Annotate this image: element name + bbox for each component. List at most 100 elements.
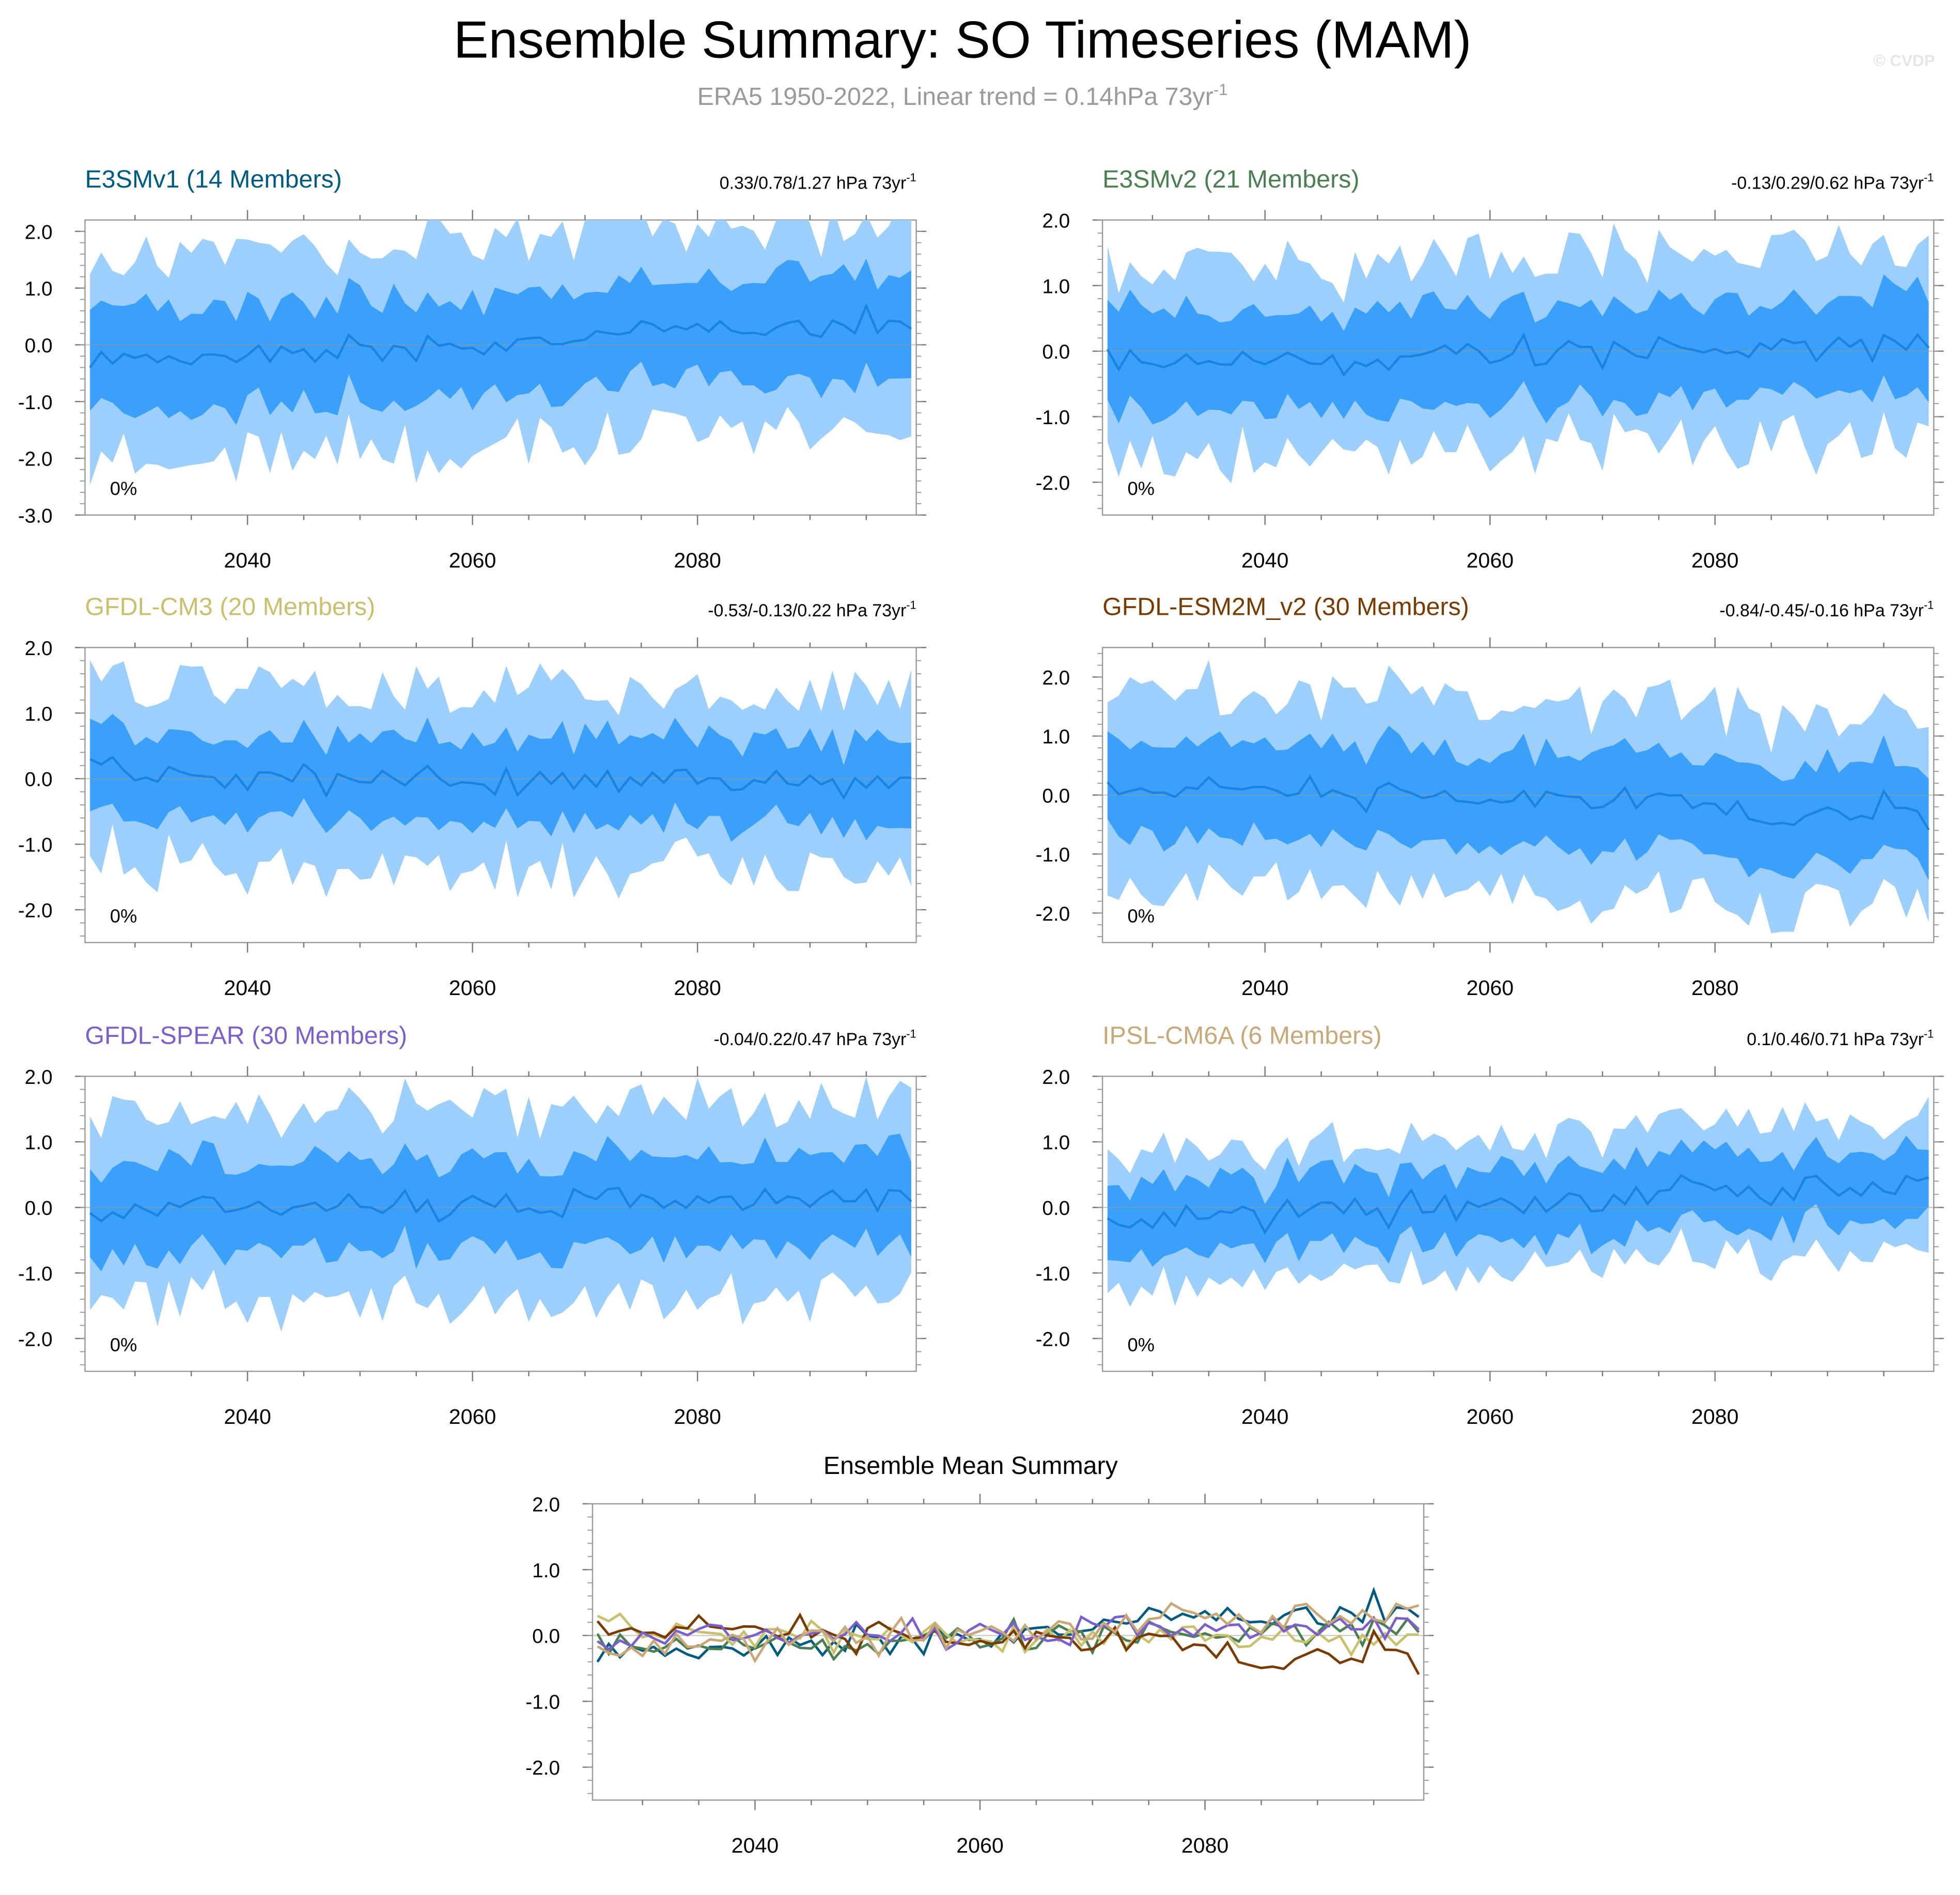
chart-panel-p2: E3SMv2 (21 Members) -0.13/0.29/0.62 hPa 7… bbox=[1036, 165, 1944, 572]
y-tick-label: -1.0 bbox=[18, 392, 53, 414]
y-tick-label: 0.0 bbox=[532, 1625, 560, 1648]
panel-trend: -0.04/0.22/0.47 hPa 73yr-1 bbox=[714, 1027, 916, 1049]
plot-area bbox=[85, 220, 916, 485]
y-tick-label: 2.0 bbox=[25, 638, 53, 660]
panel-title: GFDL-CM3 (20 Members) bbox=[85, 593, 376, 620]
x-tick-label: 2080 bbox=[674, 1405, 721, 1428]
y-tick-label: -2.0 bbox=[18, 899, 53, 922]
panel-trend-sup: -1 bbox=[906, 171, 916, 184]
y-tick-label: 0.0 bbox=[1042, 341, 1070, 363]
panel-trend: -0.84/-0.45/-0.16 hPa 73yr-1 bbox=[1720, 598, 1934, 620]
plot-area bbox=[1102, 660, 1934, 934]
panel-trend-text: 0.33/0.78/1.27 hPa 73yr bbox=[720, 173, 906, 193]
y-tick-label: -1.0 bbox=[1036, 1263, 1070, 1285]
ensemble-mean-line bbox=[89, 1187, 912, 1223]
x-tick-label: 2080 bbox=[674, 976, 721, 1000]
y-tick-label: 0.0 bbox=[25, 769, 53, 791]
panel-title: GFDL-ESM2M_v2 (30 Members) bbox=[1102, 593, 1469, 620]
x-tick-label: 2080 bbox=[1181, 1834, 1229, 1857]
y-tick-label: 0.0 bbox=[25, 1198, 53, 1220]
x-tick-label: 2060 bbox=[449, 1405, 496, 1428]
panel-percent: 0% bbox=[110, 906, 137, 927]
panel-trend-sup: -1 bbox=[1924, 1027, 1934, 1040]
x-tick-label: 2060 bbox=[449, 549, 496, 572]
page-subtitle-sup: -1 bbox=[1214, 81, 1228, 99]
chart-panel-p4: GFDL-ESM2M_v2 (30 Members) -0.84/-0.45/-0… bbox=[1036, 593, 1944, 1000]
plot-area bbox=[85, 660, 916, 899]
chart-panel-p3: GFDL-CM3 (20 Members) -0.53/-0.13/0.22 hP… bbox=[18, 593, 926, 1000]
plot-area bbox=[1102, 1096, 1934, 1307]
inner-spread-band bbox=[1107, 725, 1929, 881]
ensemble-mean-line bbox=[89, 755, 911, 800]
x-tick-label: 2060 bbox=[1466, 1405, 1514, 1428]
panel-title: E3SMv1 (14 Members) bbox=[85, 165, 342, 193]
panel-trend-sup: -1 bbox=[1924, 598, 1934, 611]
panel-trend: -0.53/-0.13/0.22 hPa 73yr-1 bbox=[708, 598, 916, 620]
panel-trend-text: 0.1/0.46/0.71 hPa 73yr bbox=[1747, 1030, 1924, 1049]
panel-title: IPSL-CM6A (6 Members) bbox=[1102, 1021, 1381, 1049]
y-tick-label: 1.0 bbox=[25, 1132, 53, 1154]
x-tick-label: 2080 bbox=[1691, 976, 1739, 1000]
inner-spread-band bbox=[90, 258, 911, 425]
x-tick-label: 2080 bbox=[1691, 549, 1739, 572]
panel-trend: -0.13/0.29/0.62 hPa 73yr-1 bbox=[1731, 171, 1934, 193]
y-tick-label: -2.0 bbox=[18, 448, 53, 471]
y-tick-label: 1.0 bbox=[1042, 275, 1070, 298]
panel-trend-text: -0.13/0.29/0.62 hPa 73yr bbox=[1731, 173, 1924, 193]
panel-title: GFDL-SPEAR (30 Members) bbox=[85, 1021, 408, 1049]
panel-percent: 0% bbox=[1128, 906, 1155, 927]
plot-area bbox=[1102, 223, 1934, 484]
inner-spread-band bbox=[90, 1133, 911, 1271]
y-tick-label: -2.0 bbox=[1036, 1328, 1070, 1350]
y-tick-label: -3.0 bbox=[18, 505, 53, 527]
x-tick-label: 2040 bbox=[224, 549, 271, 572]
x-tick-label: 2040 bbox=[224, 976, 271, 1000]
series-line-ipsl-cm6a bbox=[597, 1602, 1419, 1664]
page-subtitle-text: ERA5 1950-2022, Linear trend = 0.14hPa 7… bbox=[697, 83, 1214, 111]
y-tick-label: 2.0 bbox=[25, 1066, 53, 1089]
chart-panel-p6: IPSL-CM6A (6 Members) 0.1/0.46/0.71 hPa 7… bbox=[1036, 1021, 1944, 1428]
ensemble-mean-line bbox=[1107, 774, 1930, 831]
plot-area bbox=[85, 1076, 916, 1332]
x-tick-label: 2040 bbox=[732, 1834, 779, 1857]
y-tick-label: 0.0 bbox=[1042, 1198, 1070, 1220]
panel-title: E3SMv2 (21 Members) bbox=[1102, 165, 1359, 193]
y-tick-label: 2.0 bbox=[1042, 667, 1070, 689]
panel-percent: 0% bbox=[110, 478, 137, 499]
inner-spread-band bbox=[90, 713, 911, 842]
panel-trend-sup: -1 bbox=[906, 1027, 916, 1040]
panel-percent: 0% bbox=[1128, 1334, 1155, 1356]
panel-trend-text: -0.84/-0.45/-0.16 hPa 73yr bbox=[1720, 601, 1924, 620]
x-tick-label: 2040 bbox=[1241, 549, 1288, 572]
y-tick-label: 1.0 bbox=[25, 278, 53, 300]
ensemble-mean-line bbox=[1107, 1174, 1930, 1235]
x-tick-label: 2060 bbox=[449, 976, 496, 1000]
plot-frame bbox=[592, 1503, 1425, 1801]
y-tick-label: 2.0 bbox=[532, 1494, 560, 1516]
x-tick-label: 2060 bbox=[1466, 549, 1514, 572]
y-tick-label: 2.0 bbox=[25, 221, 53, 243]
y-tick-label: -1.0 bbox=[525, 1691, 560, 1714]
y-tick-label: 2.0 bbox=[1042, 1066, 1070, 1089]
x-tick-label: 2040 bbox=[1241, 976, 1288, 1000]
series-line-gfdl-spear bbox=[597, 1614, 1420, 1652]
inner-spread-band bbox=[1107, 274, 1929, 425]
ensemble-mean-line bbox=[89, 303, 912, 368]
page-title: Ensemble Summary: SO Timeseries (MAM) bbox=[454, 10, 1471, 69]
panel-title: Ensemble Mean Summary bbox=[823, 1452, 1118, 1480]
panel-trend-sup: -1 bbox=[906, 598, 916, 611]
y-tick-label: -2.0 bbox=[1036, 472, 1070, 494]
chart-panel-p5: GFDL-SPEAR (30 Members) -0.04/0.22/0.47 h… bbox=[18, 1021, 926, 1428]
y-tick-label: -2.0 bbox=[18, 1328, 53, 1350]
x-tick-label: 2080 bbox=[674, 549, 721, 572]
y-tick-label: 1.0 bbox=[25, 703, 53, 725]
y-tick-label: -2.0 bbox=[525, 1757, 560, 1779]
y-tick-label: -1.0 bbox=[1036, 844, 1070, 866]
x-tick-label: 2040 bbox=[224, 1405, 271, 1428]
ensemble-mean-line bbox=[1106, 332, 1930, 377]
watermark: © CVDP bbox=[1873, 52, 1935, 70]
y-tick-label: 0.0 bbox=[1042, 785, 1070, 807]
y-tick-label: 0.0 bbox=[25, 335, 53, 357]
